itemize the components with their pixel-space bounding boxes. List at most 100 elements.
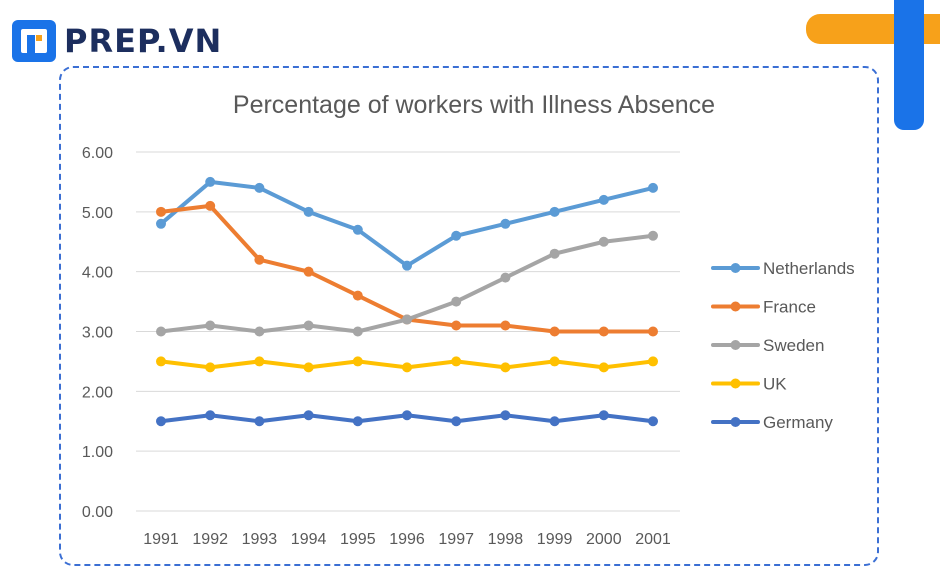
data-point (352, 224, 363, 235)
legend-item: Netherlands (711, 259, 855, 278)
data-point (402, 362, 412, 373)
data-point (352, 290, 363, 301)
y-tick-label: 5.00 (82, 205, 113, 222)
data-point (402, 314, 412, 325)
legend: Netherlands France Sweden UK Germany (711, 259, 855, 432)
data-point (205, 200, 216, 211)
data-point (303, 410, 314, 421)
legend-marker (730, 417, 741, 427)
y-tick-label: 6.00 (82, 145, 113, 162)
series-line (159, 179, 655, 268)
y-tick-label: 1.00 (82, 444, 113, 461)
data-point (549, 356, 560, 367)
data-point (648, 356, 658, 367)
data-point (156, 218, 166, 229)
y-tick-label: 4.00 (82, 265, 113, 282)
legend-label: Germany (763, 413, 833, 432)
chart-frame (59, 66, 879, 566)
data-point (549, 326, 560, 337)
data-point (500, 320, 511, 331)
data-point (451, 320, 462, 331)
x-tick-label: 1997 (438, 531, 474, 548)
brand-logo: PREP.VN (12, 20, 222, 62)
data-point (303, 266, 314, 277)
data-point (352, 356, 363, 367)
x-tick-label: 1995 (340, 531, 376, 548)
legend-label: UK (763, 375, 787, 394)
data-point (254, 254, 265, 265)
data-point (500, 410, 511, 421)
series-sweden (156, 230, 658, 337)
data-point (549, 416, 560, 427)
data-point (205, 362, 216, 373)
legend-marker (730, 378, 741, 389)
x-tick-label: 2001 (635, 531, 671, 548)
brand-name: PREP.VN (64, 22, 223, 60)
data-point (156, 326, 166, 337)
legend-marker (730, 263, 741, 273)
legend-item: France (711, 298, 816, 317)
data-point (402, 260, 412, 271)
data-point (205, 410, 216, 421)
x-tick-label: 1992 (192, 531, 228, 548)
x-tick-label: 1994 (291, 531, 327, 548)
data-point (254, 416, 265, 427)
data-point (205, 320, 216, 331)
data-point (648, 182, 658, 193)
data-point (352, 326, 363, 337)
data-point (205, 176, 216, 187)
y-tick-label: 2.00 (82, 384, 113, 401)
series-germany (156, 410, 658, 427)
x-tick-label: 2000 (586, 531, 622, 548)
data-point (598, 326, 609, 337)
data-point (352, 416, 363, 427)
prep-logo-icon (12, 20, 56, 62)
data-point (156, 416, 166, 427)
y-tick-label: 0.00 (82, 504, 113, 521)
legend-label: Netherlands (763, 259, 855, 278)
y-tick-label: 3.00 (82, 325, 113, 342)
data-point (549, 206, 560, 217)
data-point (500, 218, 511, 229)
data-point (156, 206, 166, 217)
data-point (303, 362, 314, 373)
data-point (451, 416, 462, 427)
decor-blue-bar (894, 0, 924, 130)
x-tick-label: 1999 (537, 531, 573, 548)
data-point (598, 362, 609, 373)
series-group (156, 176, 658, 427)
legend-label: Sweden (763, 336, 824, 355)
data-point (549, 248, 560, 259)
data-point (451, 296, 462, 307)
data-point (598, 194, 609, 205)
legend-label: France (763, 298, 816, 317)
data-point (156, 356, 166, 367)
data-point (598, 410, 609, 421)
legend-marker (730, 301, 741, 312)
x-tick-label: 1996 (389, 531, 425, 548)
data-point (254, 356, 265, 367)
x-axis-ticks: 1991 1992 1993 1994 1995 1996 1997 1998 1999 2000… (143, 531, 671, 548)
data-point (303, 206, 314, 217)
x-tick-label: 1991 (143, 531, 179, 548)
data-point (500, 272, 511, 283)
x-tick-label: 1998 (488, 531, 524, 548)
data-point (500, 362, 511, 373)
legend-item: Sweden (711, 336, 824, 355)
data-point (254, 182, 265, 193)
series-netherlands (156, 176, 658, 271)
data-point (303, 320, 314, 331)
x-tick-label: 1993 (242, 531, 278, 548)
series-uk (156, 356, 658, 373)
chart-title: Percentage of workers with Illness Absen… (233, 91, 715, 119)
data-point (648, 326, 658, 337)
legend-item: UK (711, 375, 787, 394)
data-point (648, 230, 658, 241)
data-point (451, 230, 462, 241)
data-point (402, 410, 412, 421)
legend-item: Germany (711, 413, 833, 432)
data-point (598, 236, 609, 247)
data-point (254, 326, 265, 337)
legend-marker (730, 340, 741, 350)
